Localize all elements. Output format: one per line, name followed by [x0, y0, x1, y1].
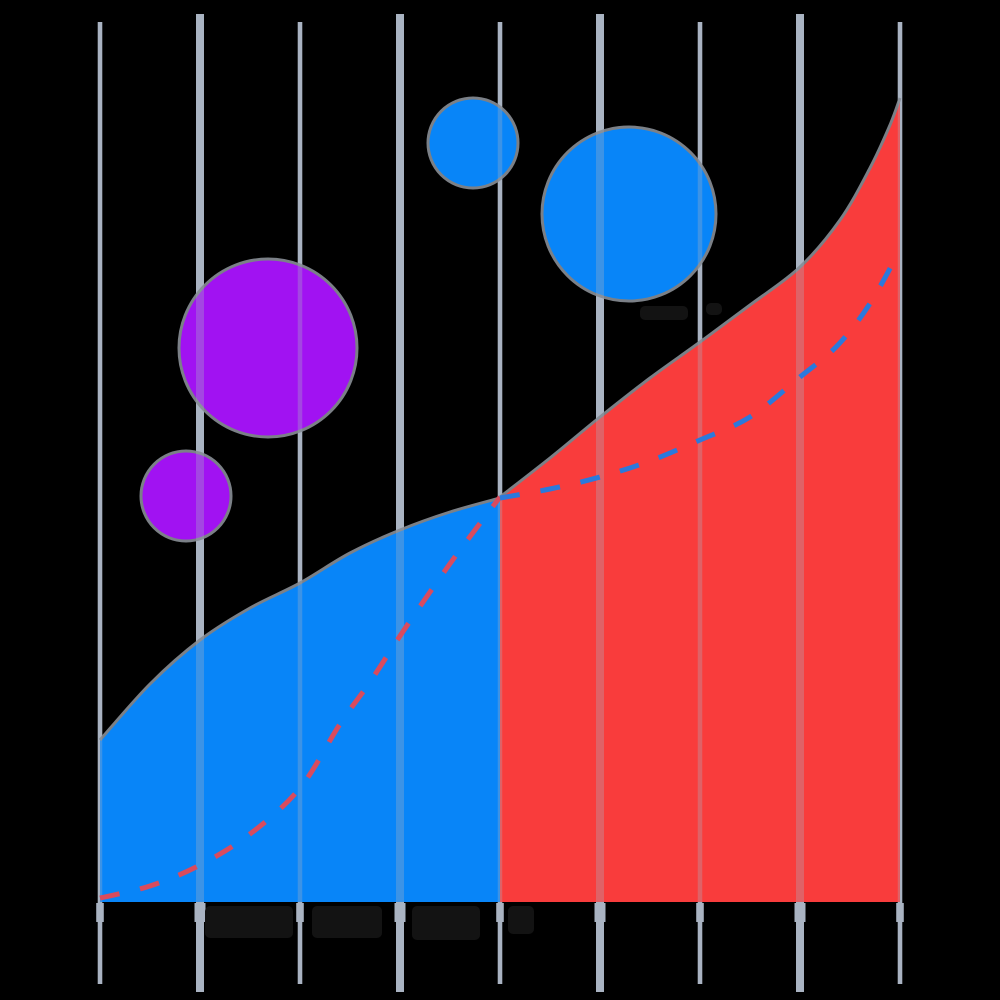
illegible-text-smudges [205, 303, 722, 940]
dashed-curves [99, 248, 903, 901]
dark-smudge [205, 906, 293, 938]
purple-bubble-large [177, 257, 359, 439]
blue-bubble-large [540, 125, 718, 303]
blue-bubble-small [426, 96, 520, 190]
purple-bubble-small [139, 449, 233, 543]
gridlines-overlay [96, 14, 904, 992]
dark-smudge [312, 906, 382, 938]
dark-smudge [508, 906, 534, 934]
bubble-markers [139, 96, 718, 543]
blue-area-top-edge [98, 496, 501, 741]
red-filled-area [500, 98, 900, 902]
red-dashed-curve [99, 495, 502, 901]
dark-smudge [412, 906, 480, 940]
red-area-top-edge [499, 97, 902, 499]
dark-smudge [640, 306, 688, 320]
dark-smudge [706, 303, 722, 315]
blue-filled-area [100, 498, 500, 902]
filled-areas [98, 97, 902, 902]
